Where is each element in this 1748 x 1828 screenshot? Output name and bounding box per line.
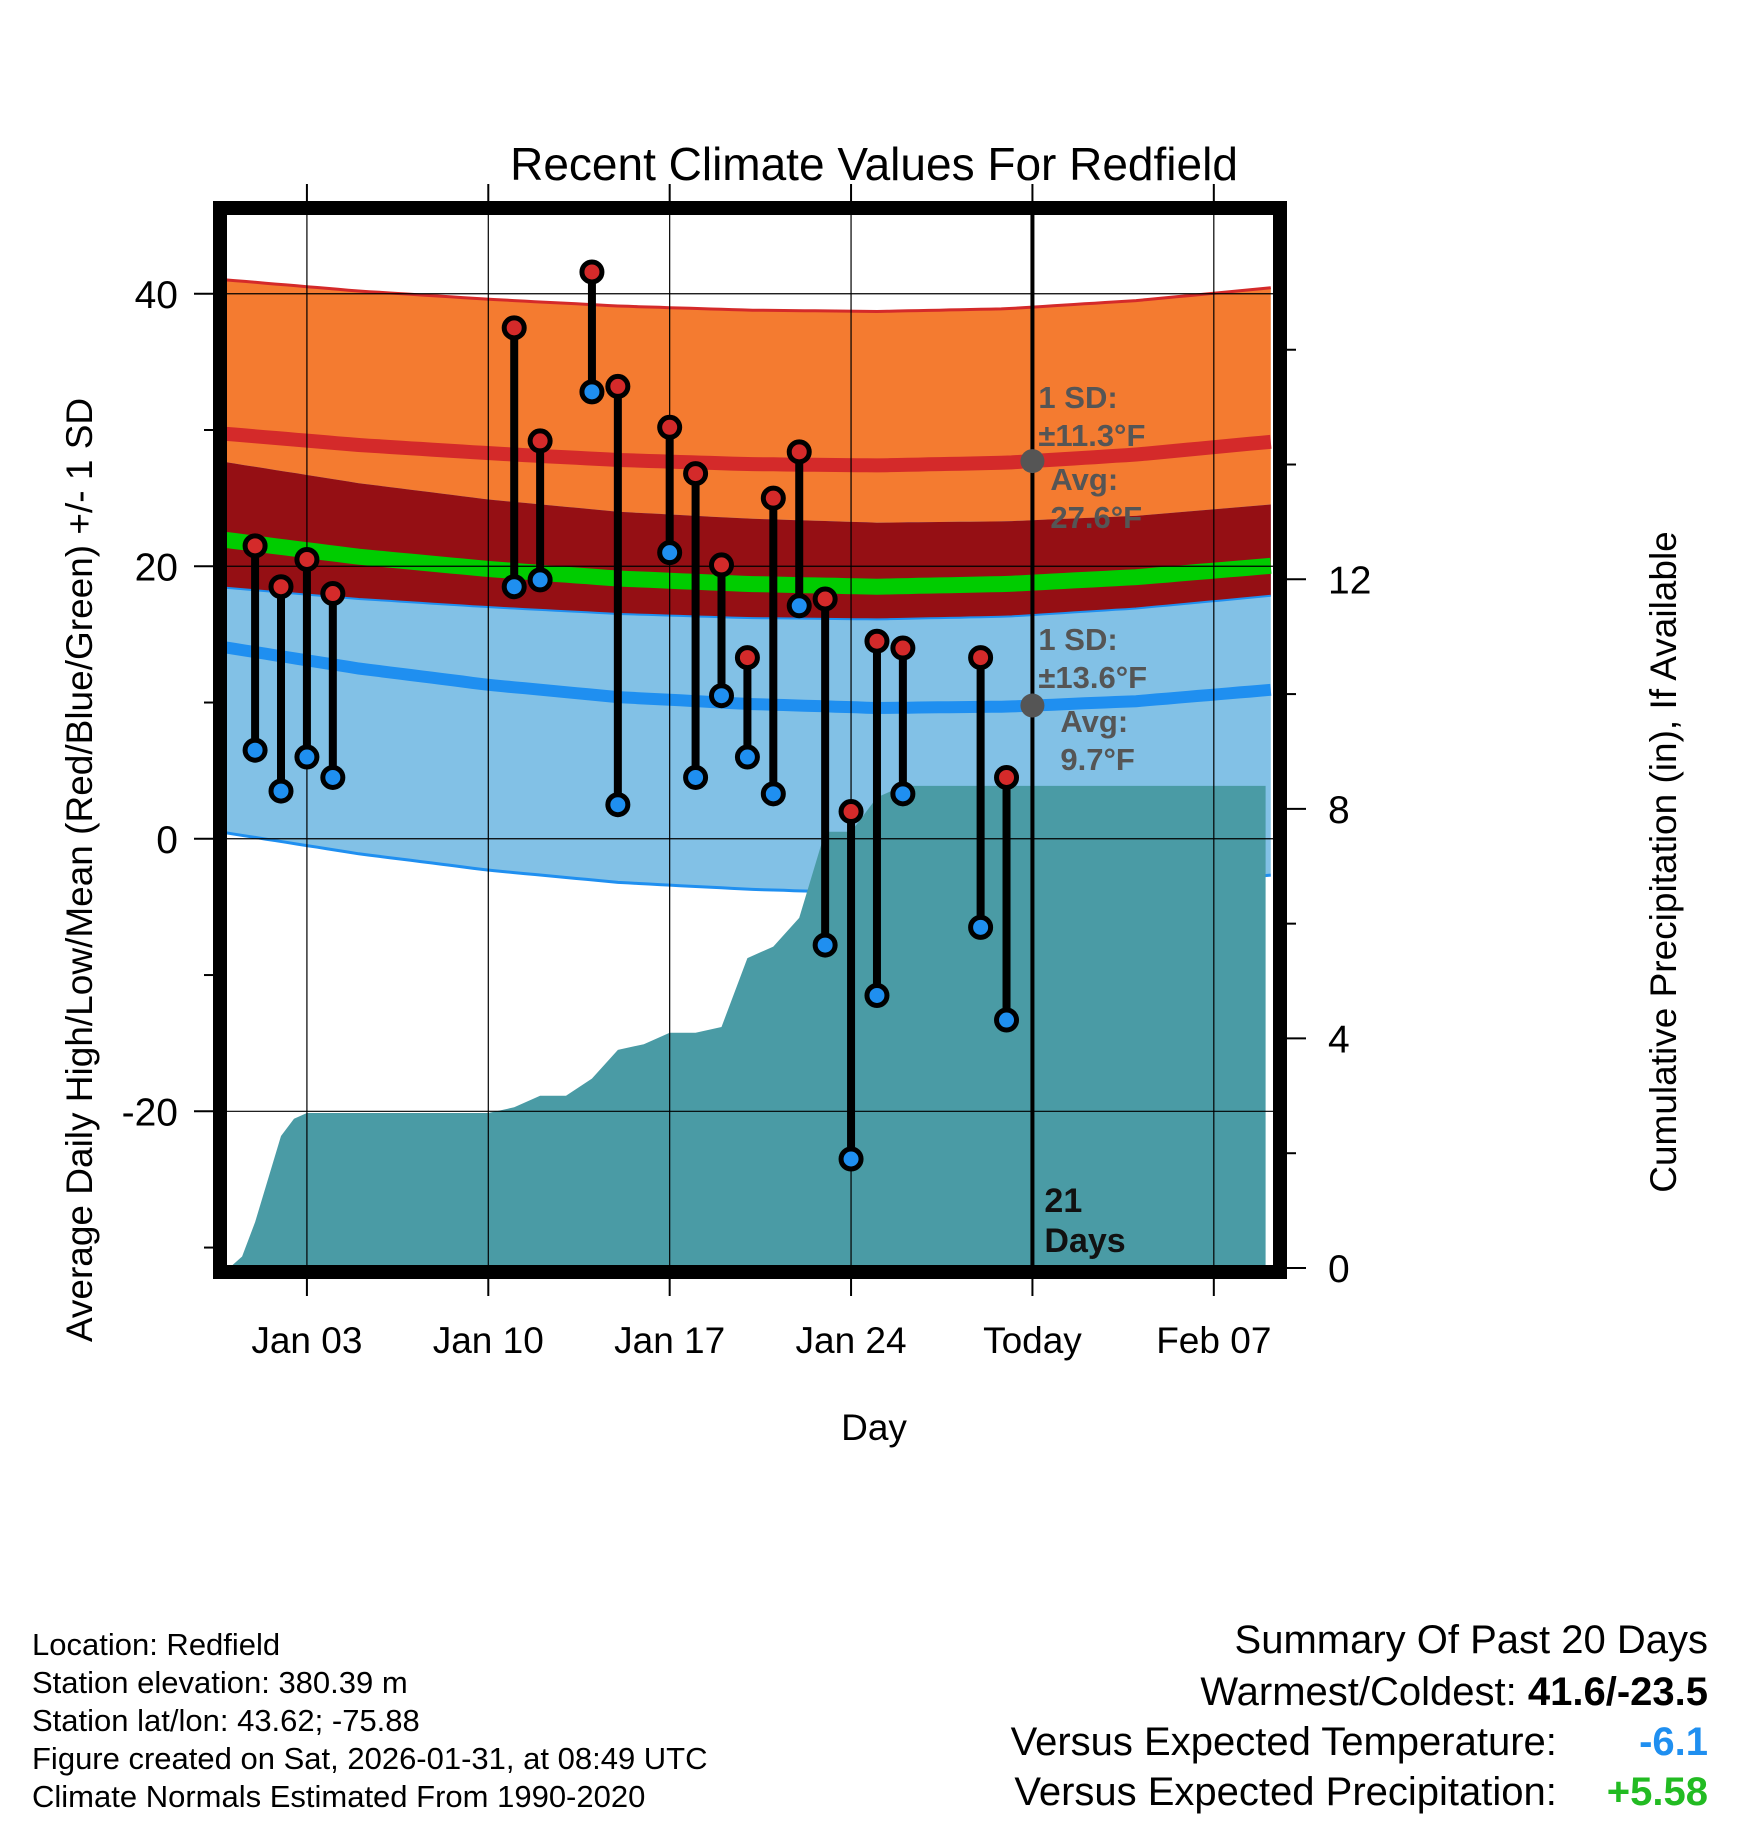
x-tick-label: Jan 17 [614,1320,725,1361]
y-tick-label: -20 [122,1091,178,1134]
precip-label: Versus Expected Precipitation: [1014,1770,1557,1814]
observed-low-point [968,914,994,940]
observed-low-point [708,683,734,709]
observed-low-point [320,764,346,790]
today-days-word: Days [1044,1222,1125,1260]
observed-high-point [527,428,553,454]
climate-chart: Recent Climate Values For Redfield 21Day… [59,138,1684,1448]
y-tick-label: 20 [135,546,178,589]
low-sd-label: 1 SD: [1038,622,1117,657]
low-avg-marker [1020,693,1045,718]
temp-value: -6.1 [1639,1720,1708,1764]
observed-high-point [994,764,1020,790]
observed-high-point [812,586,838,612]
summary-temp: Versus Expected Temperature: -6.1 [1011,1720,1708,1765]
observed-high-point [294,546,320,572]
normal-high-line [224,426,1272,473]
observed-low-point [760,781,786,807]
observed-low-point [294,744,320,770]
x-tick-label: Jan 24 [796,1320,907,1361]
observed-high-point [786,439,812,465]
summary-title: Summary Of Past 20 Days [1234,1618,1708,1662]
observed-high-point [838,799,864,825]
y2-tick-label: 0 [1328,1248,1350,1291]
elevation-line: Station elevation: 380.39 m [32,1665,408,1700]
x-tick-label: Jan 03 [251,1320,362,1361]
observed-low-point [657,540,683,566]
y-axis-label: Average Daily High/Low/Mean (Red/Blue/Gr… [59,398,100,1342]
observed-low-point [683,764,709,790]
x-tick-label: Jan 10 [433,1320,544,1361]
high-avg-marker [1020,449,1045,474]
y2-tick-label: 12 [1328,559,1371,602]
normals-line: Climate Normals Estimated From 1990-2020 [32,1779,646,1814]
high-avg-label: Avg: [1050,462,1118,497]
observed-high-point [734,645,760,671]
observed-high-point [864,628,890,654]
high-avg-value: 27.6°F [1050,500,1142,535]
low-sd-value: ±13.6°F [1038,660,1147,695]
location-line: Location: Redfield [32,1627,281,1662]
normal-mean-line [224,531,1272,595]
high-sd-value: ±11.3°F [1038,418,1145,453]
observed-low-point [890,781,916,807]
observed-low-point [838,1146,864,1172]
observed-high-point [683,461,709,487]
observed-high-point [242,533,268,559]
low-avg-label: Avg: [1060,704,1128,739]
y-tick-label: 40 [135,274,178,317]
observed-low-point [734,744,760,770]
created-line: Figure created on Sat, 2026-01-31, at 08… [32,1741,708,1776]
y2-tick-label: 4 [1328,1018,1350,1061]
x-tick-label: Feb 07 [1156,1320,1271,1361]
observed-low-point [864,982,890,1008]
y2-tick-label: 8 [1328,789,1350,832]
y-tick-label: 0 [156,819,178,862]
observed-low-point [994,1007,1020,1033]
observed-high-point [657,414,683,440]
summary-warmest-coldest: Warmest/Coldest: 41.6/-23.5 [1200,1670,1708,1715]
observed-low-point [501,574,527,600]
observed-low-point [786,593,812,619]
temp-label: Versus Expected Temperature: [1010,1720,1557,1764]
observed-low-point [579,379,605,405]
observed-high-point [708,552,734,578]
observed-high-point [501,315,527,341]
low-avg-value: 9.7°F [1060,742,1134,777]
high-sd-lower-edge [224,586,1271,621]
x-axis-label: Day [841,1407,907,1448]
observed-low-point [268,778,294,804]
latlon-line: Station lat/lon: 43.62; -75.88 [32,1703,420,1738]
observed-high-point [760,485,786,511]
chart-title: Recent Climate Values For Redfield [510,138,1238,190]
summary-precip: Versus Expected Precipitation: +5.58 [1014,1770,1708,1815]
observed-high-point [890,635,916,661]
warmest-coldest-label: Warmest/Coldest: [1200,1670,1517,1714]
warmest-coldest-value: 41.6/-23.5 [1527,1670,1708,1714]
high-sd-label: 1 SD: [1038,380,1117,415]
observed-low-point [812,932,838,958]
observed-low-point [242,737,268,763]
observed-low-point [527,567,553,593]
plot-frame [213,201,1287,1279]
y2-axis-label: Cumulative Precipitation (in), If Availa… [1643,531,1684,1193]
observed-high-point [605,373,631,399]
observed-high-point [968,645,994,671]
today-days-number: 21 [1044,1182,1082,1220]
observed-high-point [268,574,294,600]
observed-low-point [605,792,631,818]
x-tick-label: Today [983,1320,1082,1361]
precip-value: +5.58 [1606,1770,1708,1814]
observed-high-point [579,259,605,285]
observed-high-point [320,581,346,607]
